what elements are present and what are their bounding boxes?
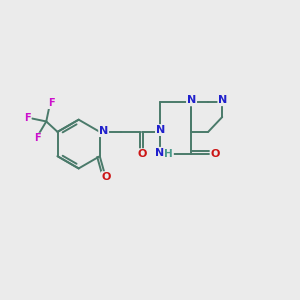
Text: O: O — [211, 148, 220, 159]
Text: O: O — [137, 149, 147, 159]
Text: N: N — [218, 95, 227, 105]
Text: H: H — [164, 148, 173, 159]
Text: F: F — [48, 98, 55, 108]
Text: F: F — [34, 134, 41, 143]
Text: N: N — [154, 148, 164, 158]
Text: O: O — [102, 172, 111, 182]
Text: N: N — [156, 125, 165, 135]
Text: N: N — [156, 125, 165, 135]
Text: F: F — [24, 112, 31, 123]
Text: N: N — [187, 95, 196, 105]
Text: N: N — [99, 126, 108, 136]
Text: N: N — [187, 95, 196, 105]
